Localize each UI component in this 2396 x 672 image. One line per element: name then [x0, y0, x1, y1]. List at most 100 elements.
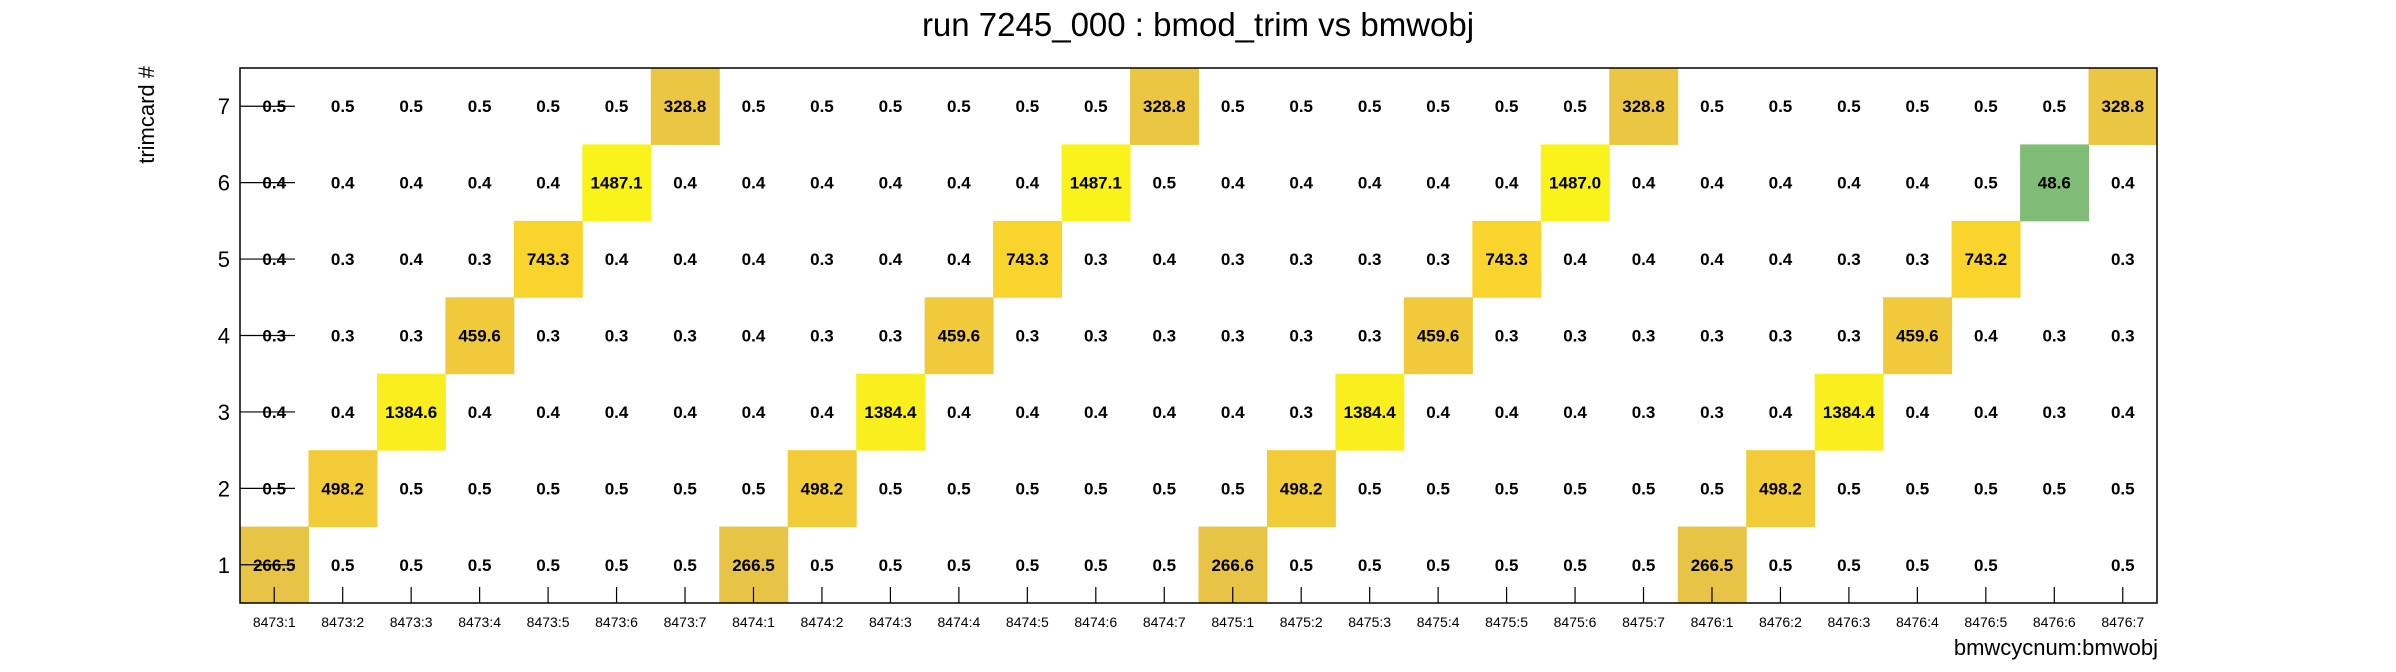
cell-value-label: 1384.6: [385, 403, 437, 422]
cell-value-label: 0.5: [2042, 479, 2066, 498]
cell-value-label: 0.3: [1084, 327, 1108, 346]
cell-value-label: 0.4: [1563, 403, 1587, 422]
cell-value-label: 0.4: [1563, 250, 1587, 269]
cell-value-label: 0.5: [1837, 556, 1861, 575]
cell-value-label: 0.5: [1358, 97, 1382, 116]
cell-value-label: 0.4: [1837, 174, 1861, 193]
cell-value-label: 498.2: [801, 479, 844, 498]
x-tick-label: 8475:5: [1485, 614, 1528, 630]
cell-value-label: 0.5: [1837, 97, 1861, 116]
cell-value-label: 0.5: [1495, 556, 1519, 575]
cell-value-label: 0.5: [1084, 479, 1108, 498]
cell-value-label: 0.5: [1563, 479, 1587, 498]
cell-value-label: 0.4: [399, 250, 423, 269]
cell-value-label: 0.5: [1700, 97, 1724, 116]
x-tick-label: 8475:4: [1417, 614, 1460, 630]
cell-value-label: 0.4: [742, 250, 766, 269]
cell-value-label: 0.5: [2111, 479, 2135, 498]
cell-value-label: 0.4: [1632, 174, 1656, 193]
heatmap-cell: [787, 450, 857, 528]
cell-value-label: 0.3: [605, 327, 629, 346]
cell-value-label: 0.4: [1906, 174, 1930, 193]
heatmap-cell: [1403, 297, 1473, 375]
cell-value-label: 0.5: [2042, 97, 2066, 116]
cell-value-label: 0.5: [1974, 174, 1998, 193]
heatmap-cell: [1540, 144, 1610, 222]
heatmap-cell: [445, 297, 515, 375]
cell-value-label: 0.4: [673, 250, 697, 269]
x-tick-label: 8474:7: [1143, 614, 1186, 630]
cell-value-label: 0.4: [742, 327, 766, 346]
cell-value-label: 743.3: [527, 250, 570, 269]
cell-value-label: 0.5: [1906, 556, 1930, 575]
cell-value-label: 0.5: [331, 97, 355, 116]
cell-value-label: 0.5: [1974, 556, 1998, 575]
cell-value-label: 0.5: [1974, 97, 1998, 116]
heatmap-cell: [2020, 144, 2090, 222]
cell-value-label: 0.5: [399, 556, 423, 575]
cell-value-label: 0.5: [1769, 556, 1793, 575]
cell-value-label: 0.4: [1152, 403, 1176, 422]
cell-value-label: 0.4: [879, 250, 903, 269]
cell-value-label: 0.3: [879, 327, 903, 346]
cell-value-label: 0.3: [2042, 403, 2066, 422]
cell-value-label: 0.5: [810, 97, 834, 116]
cell-value-label: 0.3: [1289, 327, 1313, 346]
cell-value-label: 0.4: [1152, 250, 1176, 269]
cell-value-label: 0.5: [1563, 556, 1587, 575]
cell-value-label: 0.4: [1700, 174, 1724, 193]
cell-value-label: 0.5: [1016, 97, 1040, 116]
x-tick-label: 8475:2: [1280, 614, 1323, 630]
heatmap-cell: [924, 297, 994, 375]
cell-value-label: 0.5: [605, 97, 629, 116]
cell-value-label: 328.8: [2101, 97, 2144, 116]
heatmap-cell: [650, 68, 720, 145]
x-tick-label: 8475:1: [1211, 614, 1254, 630]
x-tick-label: 8473:5: [527, 614, 570, 630]
cell-value-label: 498.2: [1759, 479, 1802, 498]
cell-value-label: 0.3: [1700, 327, 1724, 346]
cell-value-label: 0.4: [262, 250, 286, 269]
cell-value-label: 0.5: [605, 479, 629, 498]
cell-value-label: 0.3: [1563, 327, 1587, 346]
cell-value-label: 0.4: [2111, 403, 2135, 422]
cell-value-label: 0.5: [742, 479, 766, 498]
x-tick-label: 8473:1: [253, 614, 296, 630]
cell-value-label: 0.5: [262, 479, 286, 498]
cell-value-label: 459.6: [458, 327, 501, 346]
x-tick-label: 8476:5: [1964, 614, 2007, 630]
heatmap-cell: [1883, 297, 1953, 375]
cell-value-label: 0.4: [673, 174, 697, 193]
cell-value-label: 0.5: [468, 97, 492, 116]
heatmap-cell: [513, 220, 583, 298]
y-tick-label: 7: [218, 94, 230, 119]
cell-value-label: 0.5: [1358, 479, 1382, 498]
cell-value-label: 0.3: [1495, 327, 1519, 346]
cell-value-label: 743.2: [1965, 250, 2008, 269]
cell-value-label: 0.5: [536, 556, 560, 575]
cell-value-label: 0.5: [1016, 479, 1040, 498]
cell-value-label: 0.3: [2111, 327, 2135, 346]
cell-value-label: 0.5: [1152, 556, 1176, 575]
cell-value-label: 0.4: [1974, 403, 1998, 422]
x-tick-label: 8473:3: [390, 614, 433, 630]
y-tick-label: 4: [218, 324, 230, 349]
x-tick-label: 8476:2: [1759, 614, 1802, 630]
chart-title: run 7245_000 : bmod_trim vs bmwobj: [922, 6, 1474, 43]
cell-value-label: 0.4: [1495, 174, 1519, 193]
y-tick-label: 3: [218, 400, 230, 425]
cell-value-label: 0.3: [673, 327, 697, 346]
cell-value-label: 0.5: [947, 556, 971, 575]
heatmap-cell: [1335, 373, 1405, 451]
cell-value-label: 0.4: [1769, 403, 1793, 422]
cell-value-label: 0.4: [331, 403, 355, 422]
y-tick-label: 1: [218, 553, 230, 578]
x-tick-label: 8476:6: [2033, 614, 2076, 630]
cell-value-label: 0.3: [331, 250, 355, 269]
cell-value-label: 0.4: [1632, 250, 1656, 269]
cell-value-label: 0.5: [742, 97, 766, 116]
cell-value-label: 328.8: [1143, 97, 1186, 116]
heatmap-cell: [993, 220, 1063, 298]
cell-value-label: 0.4: [810, 403, 834, 422]
cell-value-label: 0.4: [1221, 403, 1245, 422]
